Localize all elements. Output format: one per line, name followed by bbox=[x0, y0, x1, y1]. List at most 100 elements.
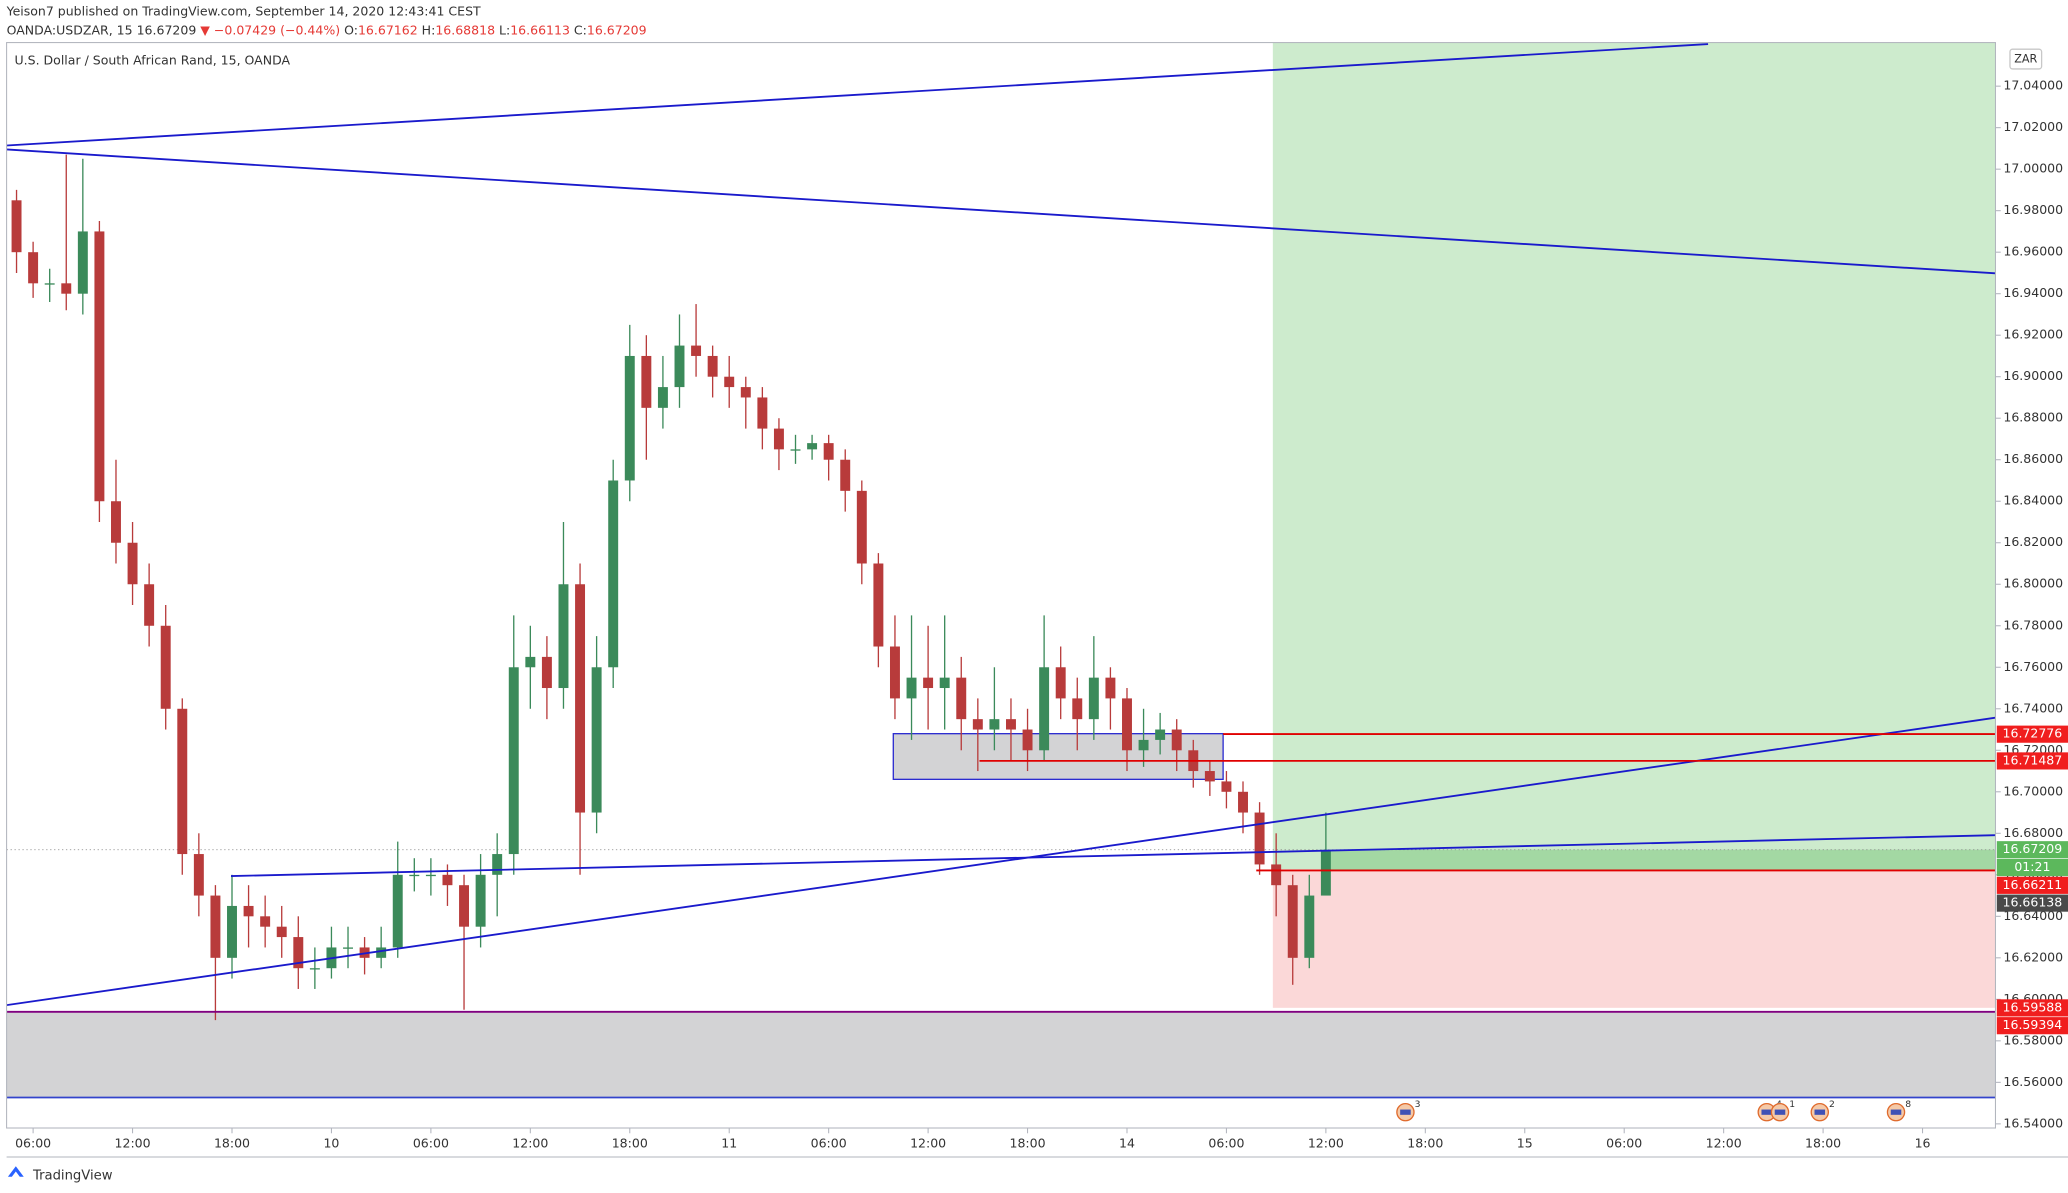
x-tick-label: 16 bbox=[1915, 1135, 1931, 1150]
candle-body bbox=[525, 656, 536, 668]
x-tick-label: 10 bbox=[323, 1135, 339, 1150]
x-tick-label: 18:00 bbox=[1407, 1135, 1443, 1150]
candle-body bbox=[641, 355, 652, 408]
chart-title: U.S. Dollar / South African Rand, 15, OA… bbox=[15, 53, 291, 68]
y-tick-label: 16.62000 bbox=[2003, 949, 2063, 964]
currency-button[interactable] bbox=[2009, 48, 2043, 70]
publisher: Yeison7 published on TradingView.com, Se… bbox=[6, 4, 481, 19]
price-label: 16.66211 bbox=[2003, 877, 2063, 892]
x-tick-label: 06:00 bbox=[15, 1135, 51, 1150]
candle-body bbox=[1304, 895, 1315, 958]
price-label: 16.71487 bbox=[2003, 752, 2063, 767]
price-label-box bbox=[1996, 725, 2068, 743]
candle-body bbox=[1105, 677, 1116, 699]
price-label: 01:21 bbox=[2014, 859, 2050, 874]
y-tick-label: 16.56000 bbox=[2003, 1074, 2063, 1089]
price-label: 16.66138 bbox=[2003, 895, 2063, 910]
candle-body bbox=[1022, 729, 1033, 751]
candle-body bbox=[425, 874, 436, 877]
candle-body bbox=[807, 443, 818, 450]
y-tick-label: 16.54000 bbox=[2003, 1115, 2063, 1130]
candle-body bbox=[575, 584, 586, 813]
candle-body bbox=[459, 885, 470, 927]
price-label-box bbox=[1996, 876, 2068, 894]
candle-body bbox=[309, 968, 320, 970]
y-tick-label: 17.00000 bbox=[2003, 161, 2063, 176]
y-tick-label: 16.78000 bbox=[2003, 617, 2063, 632]
price-label: 16.59394 bbox=[2003, 1017, 2063, 1032]
candle-body bbox=[558, 584, 569, 689]
candle-body bbox=[260, 916, 271, 927]
candle-body bbox=[1204, 771, 1215, 782]
candle-body bbox=[94, 231, 105, 502]
x-tick-label: 06:00 bbox=[1606, 1135, 1642, 1150]
candle-body bbox=[276, 926, 287, 938]
candle-body bbox=[144, 584, 155, 626]
candle-body bbox=[740, 387, 751, 398]
candle-body bbox=[210, 895, 221, 958]
candle-body bbox=[1254, 812, 1265, 865]
candle-body bbox=[724, 376, 735, 388]
candle-body bbox=[1271, 864, 1282, 886]
x-tick-label: 18:00 bbox=[1010, 1135, 1046, 1150]
candle-body bbox=[889, 646, 900, 699]
candle-body bbox=[923, 677, 934, 689]
event-count: 1 bbox=[1789, 1099, 1795, 1110]
candle-body bbox=[956, 677, 967, 720]
zone bbox=[1272, 42, 1996, 870]
x-tick-label: 12:00 bbox=[910, 1135, 946, 1150]
y-tick-label: 16.90000 bbox=[2003, 368, 2063, 383]
x-tick-label: 18:00 bbox=[1805, 1135, 1841, 1150]
candle-body bbox=[193, 854, 204, 896]
event-count: 2 bbox=[1829, 1099, 1835, 1110]
candle-body bbox=[1006, 719, 1016, 730]
candle-body bbox=[1138, 739, 1149, 751]
candle-body bbox=[227, 905, 237, 958]
logo bbox=[7, 1166, 24, 1177]
trend-line bbox=[6, 148, 1996, 275]
candle-body bbox=[61, 283, 72, 294]
y-tick-label: 16.74000 bbox=[2003, 700, 2063, 715]
candle-body bbox=[293, 937, 304, 969]
h-label: H: bbox=[422, 22, 436, 37]
y-tick-label: 16.80000 bbox=[2003, 576, 2063, 591]
candle-body bbox=[541, 656, 552, 689]
event-flag bbox=[1890, 1109, 1902, 1115]
symbol-line: OANDA:USDZAR, 15 16.67209 ▼ −0.07429 (−0… bbox=[7, 22, 647, 37]
y-tick-label: 16.84000 bbox=[2003, 493, 2063, 508]
zone bbox=[892, 733, 1224, 780]
price-label: 16.67209 bbox=[2003, 841, 2063, 856]
candle-body bbox=[624, 355, 635, 481]
price-label-box bbox=[1996, 999, 2068, 1017]
candle-body bbox=[409, 874, 420, 877]
candle-body bbox=[77, 231, 88, 294]
h-value: 16.68818 bbox=[435, 22, 495, 37]
o-label: O: bbox=[344, 22, 358, 37]
candle-body bbox=[28, 252, 39, 284]
price-label-box bbox=[1996, 894, 2068, 912]
currency[interactable]: ZAR bbox=[2014, 53, 2037, 66]
l-value: 16.66113 bbox=[510, 22, 570, 37]
candle-body bbox=[44, 283, 55, 285]
x-tick-label: 12:00 bbox=[1706, 1135, 1742, 1150]
candle-body bbox=[11, 200, 22, 253]
candle-body bbox=[674, 345, 685, 388]
x-tick-label: 11 bbox=[721, 1135, 737, 1150]
event-count: 8 bbox=[1905, 1099, 1911, 1110]
candle-body bbox=[475, 874, 486, 927]
plot-frame bbox=[6, 42, 1996, 1129]
y-tick-label: 16.92000 bbox=[2003, 327, 2063, 342]
candle-body bbox=[1287, 885, 1298, 958]
y-tick-label: 16.96000 bbox=[2003, 244, 2063, 259]
event-flag bbox=[1400, 1109, 1411, 1115]
x-tick-label: 14 bbox=[1119, 1135, 1135, 1150]
candle-body bbox=[343, 947, 353, 949]
x-tick-label: 12:00 bbox=[512, 1135, 548, 1150]
change: ▼ −0.07429 (−0.44%) bbox=[200, 22, 340, 37]
x-tick-label: 06:00 bbox=[413, 1135, 449, 1150]
candle-body bbox=[608, 480, 619, 668]
candle-body bbox=[1122, 698, 1132, 751]
event-flag bbox=[1761, 1109, 1773, 1115]
candle-body bbox=[1088, 677, 1099, 720]
